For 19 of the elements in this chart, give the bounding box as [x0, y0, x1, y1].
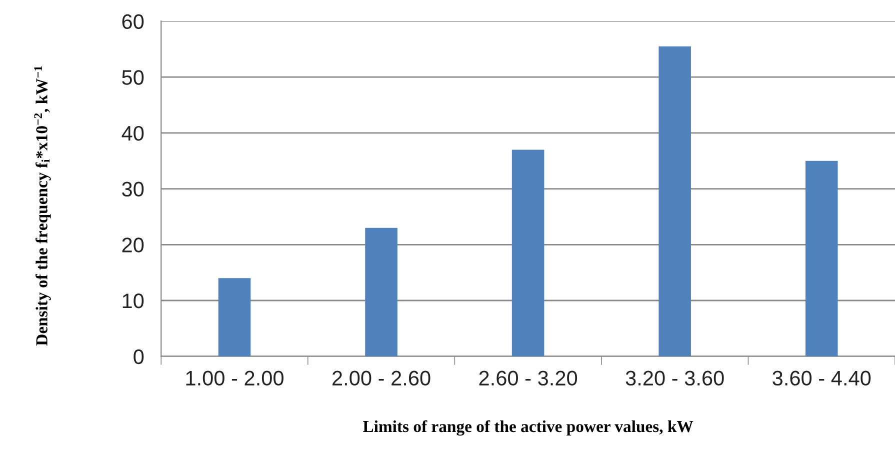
y-tick-label: 60 [122, 14, 144, 29]
y-tick-label: 0 [134, 349, 144, 364]
x-tick-label: 3.20 - 3.60 [626, 370, 724, 386]
bar [218, 278, 251, 356]
bar [805, 160, 838, 356]
y-tick-label: 20 [122, 238, 144, 252]
y-axis-title: Density of the frequency f$_{i}$*x10$^{−2}$, kW$^{−1}$ [34, 66, 51, 346]
bar [512, 150, 544, 356]
y-tick-label: 50 [122, 70, 144, 85]
x-tick-label: 2.00 - 2.60 [332, 370, 430, 386]
x-tick-label: 2.60 - 3.20 [479, 370, 578, 386]
y-tick-label: 40 [122, 126, 144, 141]
x-tick-label: 1.00 - 2.00 [186, 370, 284, 386]
bar [365, 228, 398, 356]
x-axis-title: Limits of range of the active power values, kW [362, 420, 694, 436]
x-tick-label: 3.60 - 4.40 [772, 370, 871, 386]
y-tick-label: 30 [122, 182, 144, 197]
y-tick-label: 10 [122, 294, 144, 308]
bar [658, 46, 691, 356]
